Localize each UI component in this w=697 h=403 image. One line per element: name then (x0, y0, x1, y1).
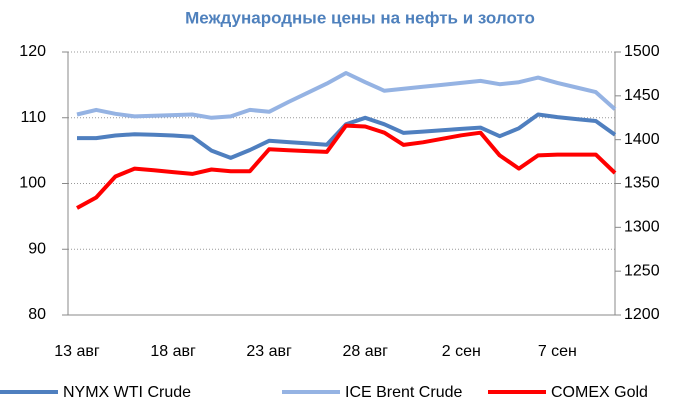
y-tick-label: 100 (19, 175, 46, 192)
chart-title: Международные цены на нефть и золото (185, 8, 535, 27)
x-tick-label: 28 авг (342, 343, 388, 360)
y2-tick-label: 1500 (624, 43, 660, 60)
y2-tick-label: 1200 (624, 306, 660, 323)
x-tick-label: 18 авг (150, 343, 196, 360)
x-tick-label: 2 сен (442, 343, 481, 360)
y2-tick-label: 1400 (624, 131, 660, 148)
y2-tick-label: 1300 (624, 219, 660, 236)
y-tick-label: 110 (20, 109, 46, 126)
y2-tick-label: 1450 (624, 87, 660, 104)
legend-label: NYMX WTI Crude (63, 384, 191, 401)
y-tick-label: 120 (19, 43, 46, 60)
y2-tick-label: 1350 (624, 175, 660, 192)
x-tick-label: 23 авг (246, 343, 292, 360)
y-tick-label: 90 (28, 240, 46, 257)
legend-label: ICE Brent Crude (345, 384, 462, 401)
y-tick-label: 80 (28, 306, 46, 323)
x-tick-label: 7 сен (538, 343, 577, 360)
series-line (77, 112, 617, 160)
series-line (76, 123, 617, 210)
y2-tick-label: 1250 (624, 262, 660, 279)
legend-label: COMEX Gold (551, 384, 648, 401)
series-line (76, 71, 617, 120)
x-tick-label: 13 авг (54, 343, 100, 360)
